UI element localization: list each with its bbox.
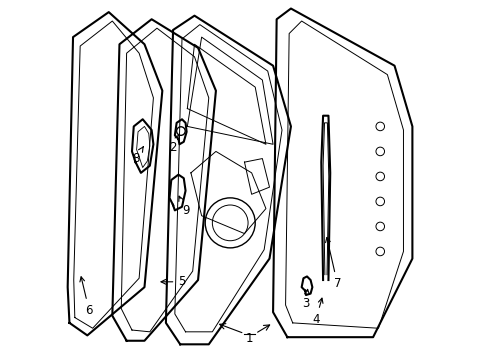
- Text: 5: 5: [161, 275, 185, 288]
- Text: 2: 2: [169, 135, 179, 154]
- Text: 1: 1: [245, 333, 253, 346]
- Text: 6: 6: [80, 277, 93, 317]
- Text: 4: 4: [311, 298, 322, 326]
- Text: 7: 7: [325, 238, 341, 290]
- Text: 8: 8: [132, 147, 143, 165]
- Text: 3: 3: [302, 289, 309, 310]
- Text: 9: 9: [179, 196, 189, 217]
